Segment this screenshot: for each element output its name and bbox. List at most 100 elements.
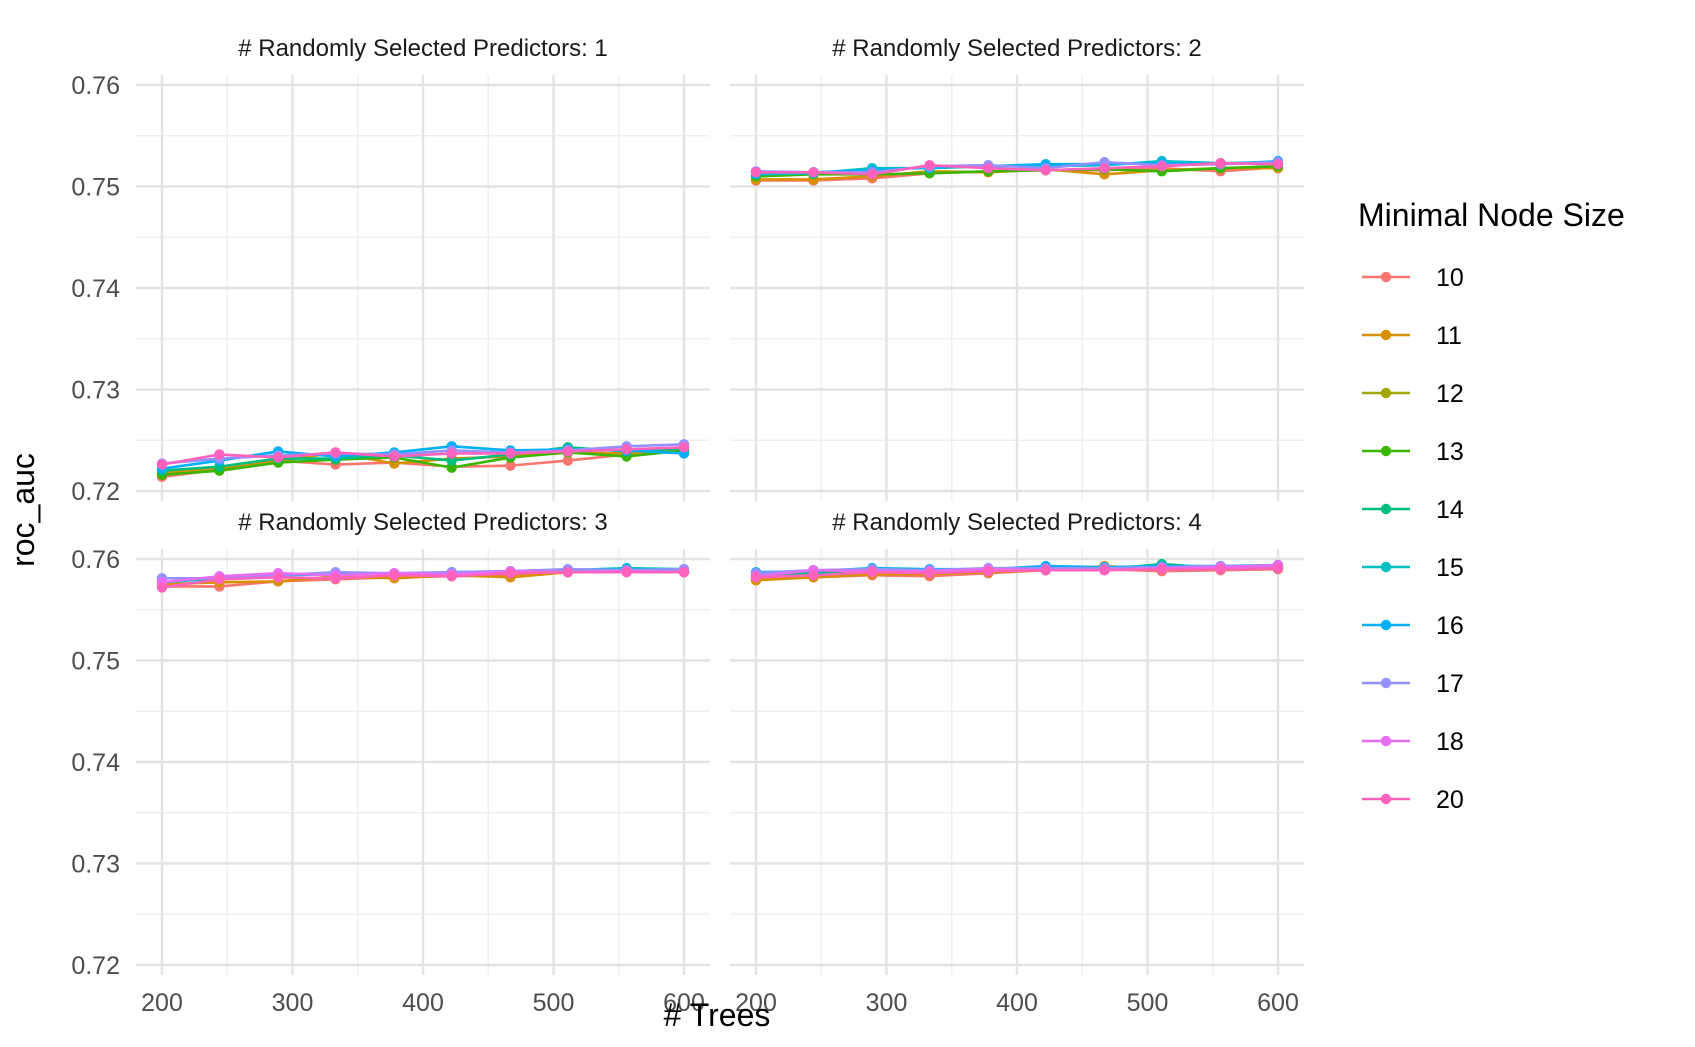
data-point	[678, 442, 690, 453]
legend-key-point	[1380, 329, 1392, 341]
panel-title: # Randomly Selected Predictors: 4	[832, 509, 1202, 536]
legend-item-16: 16	[1362, 612, 1464, 640]
data-point	[389, 451, 400, 462]
data-point	[750, 572, 762, 583]
legend-item-14: 14	[1362, 496, 1464, 524]
data-point	[272, 572, 284, 583]
data-point	[446, 455, 457, 466]
series-20	[750, 157, 1284, 180]
data-point	[924, 159, 935, 171]
x-tick-label: 200	[141, 989, 183, 1017]
data-point	[1156, 161, 1168, 172]
data-point	[562, 566, 574, 578]
panel-title: # Randomly Selected Predictors: 3	[238, 509, 608, 536]
legend-key-point	[1380, 387, 1392, 399]
legend-label: 15	[1436, 554, 1464, 582]
panel-1: # Randomly Selected Predictors: 1	[136, 35, 710, 501]
y-tick-label: 0.76	[71, 546, 120, 574]
x-axis-title: # Trees	[664, 997, 771, 1033]
data-point	[505, 568, 516, 579]
y-axis-title: roc_auc	[5, 453, 41, 567]
data-point	[1040, 165, 1051, 176]
panel-3: # Randomly Selected Predictors: 3	[136, 509, 710, 975]
x-tick-label: 200	[735, 989, 777, 1017]
series-line	[161, 570, 684, 589]
series-line	[161, 448, 685, 475]
legend-title: Minimal Node Size	[1358, 197, 1625, 233]
x-tick-label: 400	[402, 989, 444, 1017]
data-point	[1215, 563, 1226, 575]
legend-item-11: 11	[1362, 322, 1462, 350]
legend-item-17: 17	[1362, 670, 1464, 698]
data-point	[505, 448, 516, 459]
data-point	[1272, 562, 1284, 574]
x-tick-label: 400	[996, 989, 1038, 1017]
x-tick-label: 300	[272, 989, 314, 1017]
axes-layer: 0.72 0.73 0.74 0.75 0.76 0.72 0.73 0.74 0.75 0.76…	[71, 72, 1299, 1017]
data-point	[1156, 563, 1168, 575]
series-20	[750, 562, 1284, 583]
y-tick-label: 0.73	[71, 851, 120, 879]
series-20	[156, 566, 690, 593]
data-point	[272, 452, 284, 463]
data-point	[330, 573, 341, 584]
legend-key-point	[1380, 271, 1392, 283]
legend-key-point	[1380, 503, 1392, 515]
y-tick-label: 0.75	[71, 174, 120, 202]
legend-label: 13	[1436, 438, 1464, 466]
data-point	[446, 448, 457, 459]
y-tick-label: 0.74	[71, 275, 120, 303]
data-point	[446, 462, 457, 473]
data-point	[214, 449, 225, 460]
legend-label: 20	[1436, 786, 1464, 814]
data-point	[389, 570, 400, 581]
legend-item-18: 18	[1362, 728, 1464, 756]
legend-label: 17	[1436, 670, 1464, 698]
data-point	[1099, 564, 1110, 576]
legend-label: 12	[1436, 380, 1464, 408]
panel-title: # Randomly Selected Predictors: 1	[238, 35, 608, 62]
data-point	[1215, 157, 1226, 169]
series-line	[161, 446, 685, 466]
data-point	[1099, 163, 1110, 174]
legend-key-point	[1380, 735, 1392, 747]
data-point	[750, 167, 762, 178]
data-point	[924, 568, 935, 579]
panel-4: # Randomly Selected Predictors: 4	[730, 509, 1304, 975]
data-point	[1040, 564, 1051, 576]
series-line	[756, 161, 1279, 176]
data-point	[214, 574, 225, 585]
data-point	[866, 169, 878, 180]
legend-key-point	[1380, 793, 1392, 805]
series-line	[161, 449, 685, 477]
data-point	[808, 570, 819, 581]
panel-title: # Randomly Selected Predictors: 2	[832, 35, 1202, 62]
y-tick-label: 0.72	[71, 478, 120, 506]
data-point	[808, 167, 819, 178]
data-point	[505, 460, 516, 471]
data-point	[156, 582, 168, 593]
legend-key-point	[1380, 677, 1392, 689]
data-point	[562, 446, 574, 457]
y-tick-label: 0.75	[71, 648, 120, 676]
panel-2: # Randomly Selected Predictors: 2	[730, 35, 1304, 501]
legend-label: 16	[1436, 612, 1464, 640]
legend-item-20: 20	[1362, 786, 1464, 814]
panels-layer: # Randomly Selected Predictors: 1 # Rando…	[136, 35, 1304, 975]
y-tick-label: 0.72	[71, 952, 120, 980]
legend-key-point	[1380, 561, 1392, 573]
data-point	[621, 566, 632, 578]
x-tick-label: 300	[866, 989, 908, 1017]
data-point	[866, 566, 878, 578]
data-point	[678, 566, 690, 578]
legend-label: 11	[1436, 322, 1462, 350]
data-point	[621, 444, 632, 455]
data-point	[983, 565, 994, 577]
legend-label: 14	[1436, 496, 1464, 524]
x-tick-label: 600	[1257, 989, 1299, 1017]
data-point	[1272, 158, 1284, 170]
legend: Minimal Node Size 10 11 12 13 14 15 16 17 18 20	[1358, 197, 1625, 814]
legend-key-point	[1380, 619, 1392, 631]
series-20	[156, 442, 690, 470]
